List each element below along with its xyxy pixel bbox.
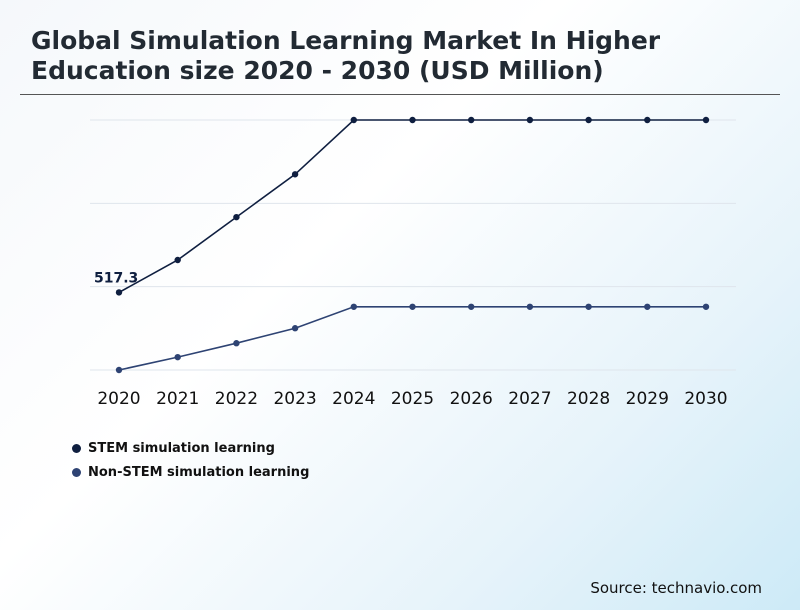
data-point-s0-2024 <box>350 116 357 124</box>
x-tick-label-2021: 2021 <box>156 389 199 409</box>
data-point-s1-2027 <box>526 303 534 310</box>
chart-title: Global Simulation Learning Market In Hig… <box>31 26 661 85</box>
x-tick-label-2030: 2030 <box>684 389 727 409</box>
legend-item-stem: STEM simulation learning <box>72 436 309 460</box>
data-point-s0-2026 <box>468 116 475 124</box>
legend-marker-non-stem <box>72 467 81 477</box>
x-tick-label-2024: 2024 <box>332 389 375 409</box>
data-point-s0-2022 <box>233 213 240 221</box>
data-point-s1-2028 <box>585 303 592 310</box>
data-label-0: 517.3 <box>94 270 138 286</box>
title-divider <box>20 94 780 95</box>
data-point-s0-2023 <box>291 171 299 178</box>
legend-marker-stem <box>72 443 81 453</box>
x-tick-label-2027: 2027 <box>508 389 551 409</box>
gridlines <box>90 119 736 371</box>
x-tick-label-2020: 2020 <box>97 389 140 409</box>
x-tick-label-2023: 2023 <box>273 389 316 409</box>
line-chart: 2020 2021 2022 2023 2024 2025 2026 2027 2028 2029… <box>90 116 736 409</box>
data-point-s1-2023 <box>291 325 299 332</box>
data-points <box>115 116 710 374</box>
data-point-s0-2021 <box>174 256 181 264</box>
data-point-s1-2022 <box>233 340 240 347</box>
x-tick-label-2026: 2026 <box>450 389 493 409</box>
series-line-0 <box>118 119 706 294</box>
data-point-s1-2030 <box>702 303 710 310</box>
data-point-s0-2030 <box>702 116 710 124</box>
legend-label-stem: STEM simulation learning <box>88 440 275 456</box>
data-point-s0-2025 <box>409 116 416 124</box>
data-point-s0-2029 <box>644 116 651 124</box>
x-tick-label-2022: 2022 <box>215 389 258 409</box>
x-tick-label-2029: 2029 <box>626 389 669 409</box>
series-line-1 <box>118 305 706 371</box>
legend: STEM simulation learning Non-STEM simula… <box>72 436 309 484</box>
legend-label-non-stem: Non-STEM simulation learning <box>88 464 310 480</box>
data-point-s1-2026 <box>468 303 475 310</box>
data-point-s0-2027 <box>526 116 534 124</box>
source-credit: Source: technavio.com <box>590 579 762 597</box>
data-annotations: 517.3 <box>94 270 138 286</box>
x-axis-tick-labels: 2020 2021 2022 2023 2024 2025 2026 2027 2028 2029… <box>97 389 727 409</box>
data-point-s0-2020 <box>115 289 123 296</box>
x-tick-label-2025: 2025 <box>391 389 434 409</box>
data-point-s1-2025 <box>409 303 416 310</box>
data-point-s1-2021 <box>174 353 181 361</box>
legend-item-non-stem: Non-STEM simulation learning <box>72 460 309 484</box>
data-point-s1-2029 <box>644 303 651 310</box>
x-tick-label-2028: 2028 <box>567 389 610 409</box>
series-lines <box>118 119 706 371</box>
data-point-s0-2028 <box>585 116 592 124</box>
data-point-s1-2020 <box>115 366 123 374</box>
data-point-s1-2024 <box>350 303 357 310</box>
